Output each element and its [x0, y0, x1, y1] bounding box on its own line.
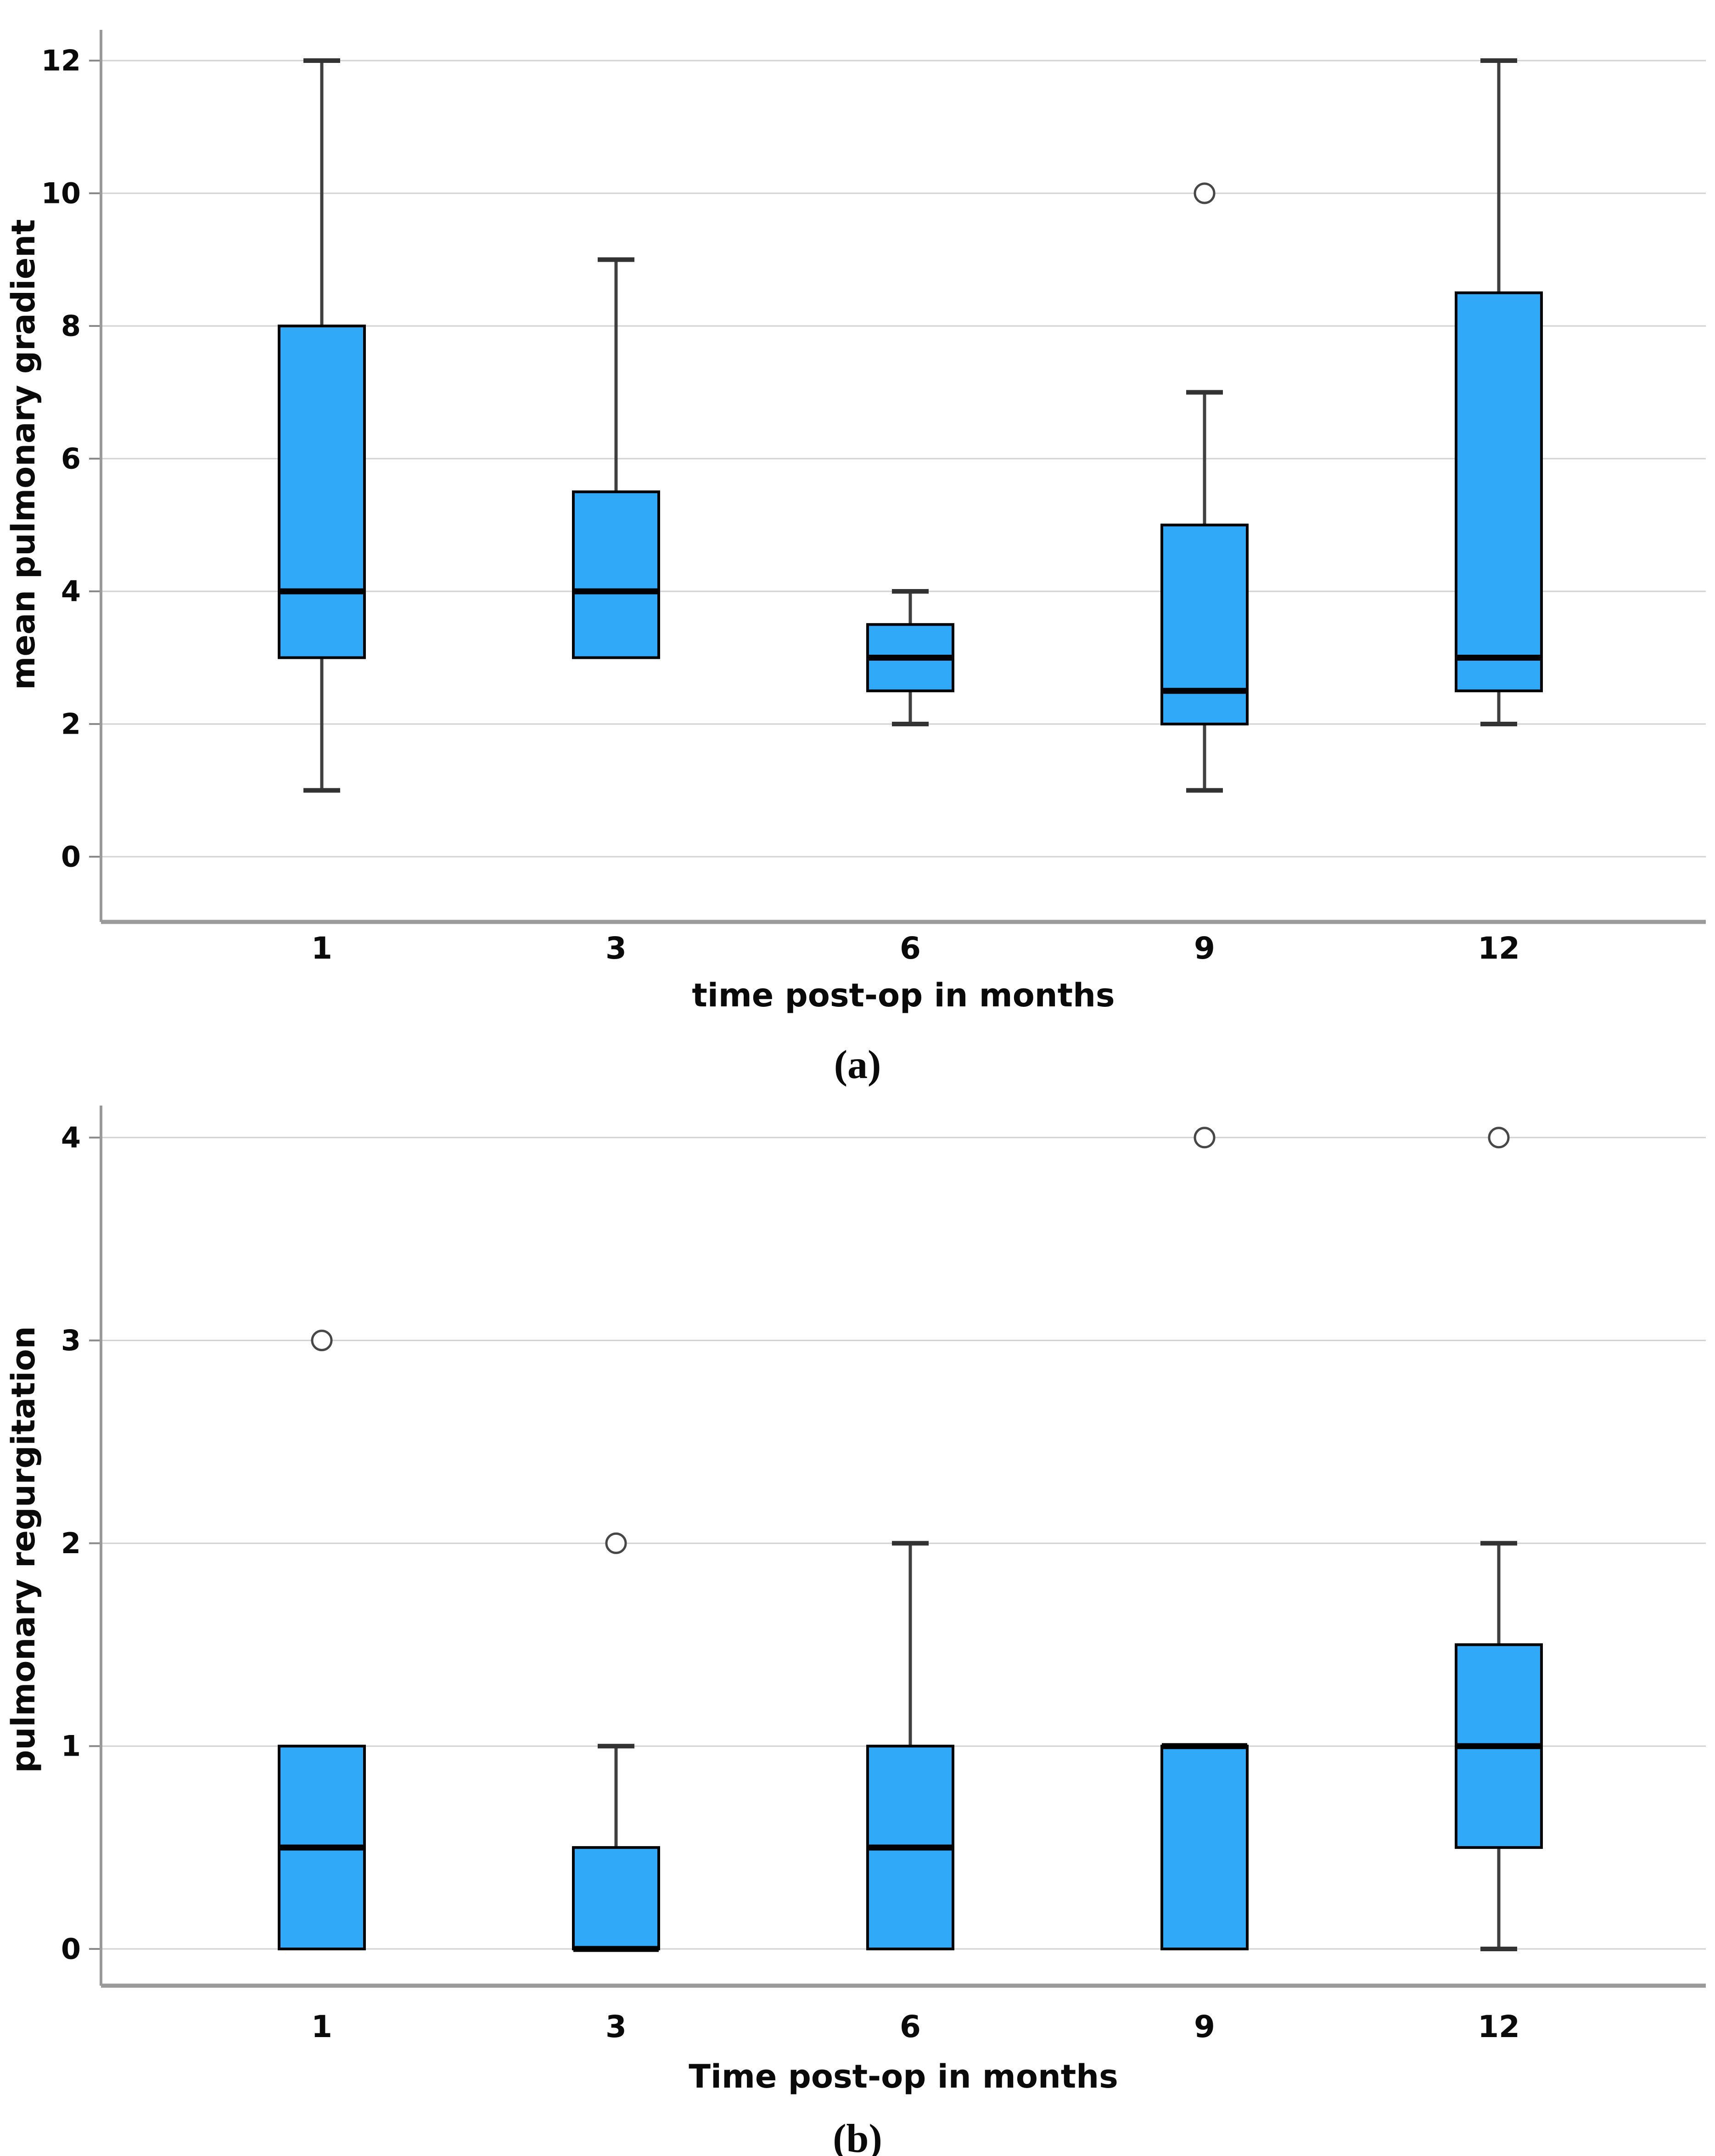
box-group — [1160, 1127, 1249, 1950]
x-tick-label: 9 — [1194, 931, 1215, 966]
outlier-point — [311, 1330, 333, 1352]
outlier-point — [1194, 1127, 1216, 1149]
outlier-point — [1194, 182, 1216, 204]
y-axis-title: mean pulmonary gradient — [5, 219, 42, 690]
boxplot-panel-b: 0 1 2 3 4 1 3 6 9 12 Time post-op in months pulmona… — [0, 1102, 1715, 2156]
x-tick-label: 9 — [1194, 2009, 1215, 2044]
mean-pulmonary-gradient-boxplot: 0 2 4 6 8 10 12 1 3 6 9 12 time post-op in months mea… — [5, 30, 1706, 1087]
x-tick-label: 6 — [900, 931, 921, 966]
box-group — [1455, 58, 1543, 726]
box-group — [866, 589, 954, 726]
box-group — [572, 1532, 660, 1952]
box-group — [278, 58, 366, 793]
y-tick-label: 3 — [61, 1324, 81, 1357]
iqr-box — [1455, 291, 1543, 692]
y-tick-label: 8 — [61, 309, 81, 343]
y-tick-label: 4 — [61, 575, 81, 608]
y-tick-label: 10 — [41, 177, 81, 210]
box-group — [866, 1541, 954, 1950]
x-tick-label: 3 — [605, 931, 627, 966]
box-group — [1160, 182, 1249, 793]
iqr-box — [1160, 523, 1249, 725]
panel-caption: (a) — [834, 1043, 881, 1087]
box-group — [1455, 1127, 1543, 1951]
y-tick-label: 2 — [61, 707, 81, 741]
y-tick-label: 0 — [61, 840, 81, 874]
outlier-point — [1488, 1127, 1510, 1149]
iqr-box — [572, 490, 660, 659]
panel-caption: (b) — [833, 2117, 882, 2156]
y-tick-label: 6 — [61, 442, 81, 476]
y-tick-label: 0 — [61, 1932, 81, 1966]
y-tick-label: 2 — [61, 1527, 81, 1560]
box-group — [278, 1330, 366, 1950]
boxplot-panel-a: 0 2 4 6 8 10 12 1 3 6 9 12 time post-op in months mea… — [5, 30, 1706, 1087]
x-axis-title: time post-op in months — [692, 977, 1115, 1014]
iqr-box — [278, 325, 366, 659]
x-tick-label: 12 — [1478, 2009, 1520, 2044]
x-tick-label: 1 — [311, 931, 332, 966]
x-tick-label: 6 — [900, 2009, 921, 2044]
x-tick-label: 3 — [605, 2009, 627, 2044]
y-tick-label: 4 — [61, 1121, 81, 1154]
iqr-box — [1160, 1745, 1249, 1950]
x-tick-label: 12 — [1478, 931, 1520, 966]
y-axis-title: pulmonary regurgitation — [5, 1326, 42, 1773]
x-axis-title: Time post-op in months — [689, 2058, 1118, 2095]
iqr-box — [572, 1846, 660, 1950]
outlier-point — [605, 1532, 627, 1554]
y-tick-label: 12 — [41, 44, 81, 78]
y-tick-label: 1 — [61, 1729, 81, 1763]
x-tick-label: 1 — [311, 2009, 332, 2044]
box-group — [572, 257, 660, 659]
